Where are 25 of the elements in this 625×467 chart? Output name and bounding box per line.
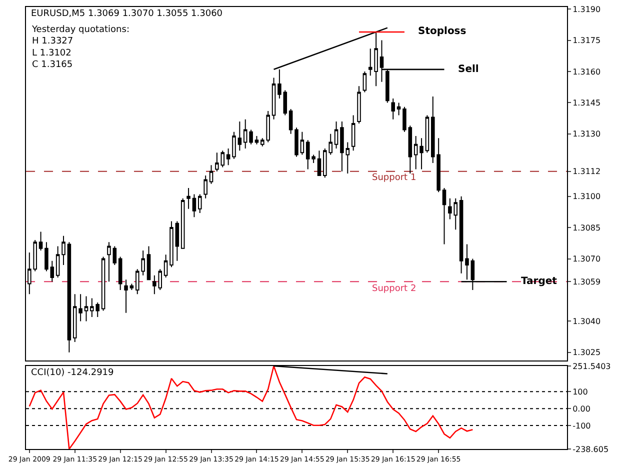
y-tick-label: -238.605 <box>572 444 609 454</box>
y-tick-label: 1.3112 <box>572 167 601 176</box>
y-tick-label: 1.3040 <box>572 316 601 326</box>
y-tick-label: 1.3145 <box>572 98 601 108</box>
annotation: Yesterday quotations: H 1.3327 L 1.3102 C 1.3165 <box>31 25 130 70</box>
annotation: Target <box>521 276 558 287</box>
y-tick-label: 0.00 <box>572 404 590 414</box>
y-tick-label: 1.3025 <box>572 348 601 358</box>
annotation: Stoploss <box>418 26 466 37</box>
y-tick-label: 1.3175 <box>572 36 601 46</box>
y-tick-label: 1.3070 <box>572 254 601 264</box>
y-tick-label: 1.3059 <box>572 277 601 286</box>
y-tick-label: 1.3130 <box>572 130 601 139</box>
annotation: Sell <box>458 64 479 75</box>
ref-line-label: Support 1 <box>372 173 416 183</box>
y-tick-label: 251.5403 <box>572 362 611 371</box>
y-tick-label: 1.3085 <box>572 223 601 232</box>
chart-title: EURUSD,M5 1.3069 1.3070 1.3055 1.3060 <box>31 9 223 19</box>
y-tick-label: 1.3100 <box>572 192 601 202</box>
chart-title: CCI(10) -124.2919 <box>31 368 114 378</box>
y-tick-label: 1.3190 <box>572 4 601 14</box>
ref-line-label: Support 2 <box>372 284 416 294</box>
y-tick-label: 1.3160 <box>572 67 601 76</box>
y-tick-label: 100 <box>572 387 588 396</box>
y-tick-label: -100 <box>572 421 591 430</box>
